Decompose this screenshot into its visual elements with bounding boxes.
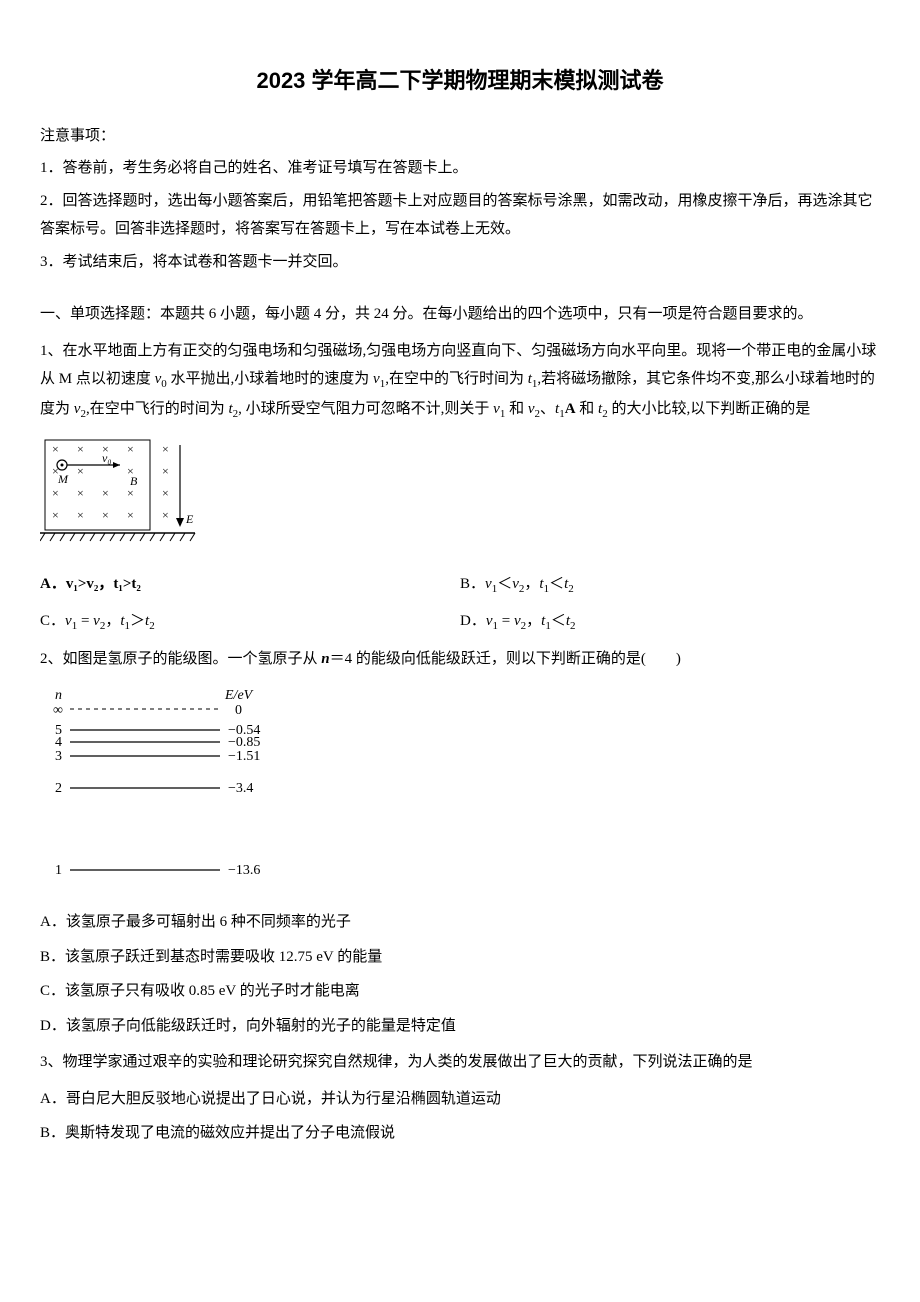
svg-text:×: ×: [77, 442, 84, 456]
q1-mid2: ,在空中的飞行时间为: [385, 371, 528, 387]
instruction-3: 3．考试结束后，将本试卷和答题卡一并交回。: [40, 248, 880, 277]
q1-optB-prefix: B．: [460, 576, 485, 592]
level-2-n: 2: [55, 781, 62, 796]
level-2-e: −3.4: [228, 781, 253, 796]
svg-text:×: ×: [52, 486, 59, 500]
level-1-n: 1: [55, 863, 62, 878]
q1-v2b: v: [528, 401, 535, 417]
q2-option-a: A．该氢原子最多可辐射出 6 种不同频率的光子: [40, 908, 880, 937]
svg-text:×: ×: [162, 486, 169, 500]
q1-mid7: 、: [540, 401, 555, 417]
notes-label: 注意事项：: [40, 122, 880, 151]
level-4-e: −0.85: [228, 735, 260, 750]
q1-option-b: B．v1＜v2，t1＜t2: [460, 570, 880, 600]
q1-mid4: ,在空中飞行的时间为: [86, 401, 229, 417]
svg-text:×: ×: [127, 486, 134, 500]
zero-label: 0: [235, 703, 242, 718]
q1-option-a: A．v₁>v₂，t₁>t₂: [40, 570, 460, 600]
q2-option-d: D．该氢原子向低能级跃迁时，向外辐射的光子的能量是特定值: [40, 1012, 880, 1041]
level-3-n: 3: [55, 749, 62, 764]
v0-label: v₀: [102, 451, 112, 465]
E-label: E: [185, 512, 194, 526]
q1-option-c: C．v1 = v2，t1＞t2: [40, 607, 460, 637]
q3-option-b: B．奥斯特发现了电流的磁效应并提出了分子电流假说: [40, 1119, 880, 1148]
q1-tail: 的大小比较,以下判断正确的是: [608, 401, 811, 417]
q1-options-row2: C．v1 = v2，t1＞t2 D．v1 = v2，t1＜t2: [40, 607, 880, 637]
ev-label: E/eV: [224, 688, 254, 703]
svg-text:×: ×: [52, 442, 59, 456]
question-3: 3、物理学家通过艰辛的实验和理论研究探究自然规律，为人类的发展做出了巨大的贡献，…: [40, 1048, 880, 1077]
q2-prefix: 2、如图是氢原子的能级图。一个氢原子从: [40, 651, 321, 667]
q1-mid5: , 小球所受空气阻力可忽略不计,则关于: [238, 401, 493, 417]
svg-text:×: ×: [127, 508, 134, 522]
section-1-heading: 一、单项选择题：本题共 6 小题，每小题 4 分，共 24 分。在每小题给出的四…: [40, 300, 880, 329]
q1-mid8: 和: [576, 401, 599, 417]
q1-diagram: ××××× ×××× ××××× ××××× M v₀ B E: [40, 435, 880, 556]
q3-option-a: A．哥白尼大胆反驳地心说提出了日心说，并认为行星沿椭圆轨道运动: [40, 1085, 880, 1114]
q2-option-c: C．该氢原子只有吸收 0.85 eV 的光子时才能电离: [40, 977, 880, 1006]
q1-A: A: [565, 401, 576, 417]
q1-v1b: v: [493, 401, 500, 417]
B-label: B: [130, 474, 138, 488]
svg-text:×: ×: [77, 486, 84, 500]
svg-text:×: ×: [127, 442, 134, 456]
M-label: M: [57, 472, 69, 486]
svg-text:×: ×: [102, 486, 109, 500]
svg-text:×: ×: [52, 508, 59, 522]
svg-text:×: ×: [162, 442, 169, 456]
n-axis-label: n: [55, 688, 62, 703]
q1-optA-text: A．v₁>v₂，t₁>t₂: [40, 576, 141, 592]
q2-n: n: [321, 651, 329, 667]
question-1: 1、在水平地面上方有正交的匀强电场和匀强磁场,匀强电场方向竖直向下、匀强磁场方向…: [40, 337, 880, 425]
level-3-e: −1.51: [228, 749, 260, 764]
level-4-n: 4: [55, 735, 62, 750]
q1-optD-prefix: D．: [460, 613, 486, 629]
q2-option-b: B．该氢原子跃迁到基态时需要吸收 12.75 eV 的能量: [40, 943, 880, 972]
q1-mid1: 水平抛出,小球着地时的速度为: [167, 371, 373, 387]
q1-v1: v: [373, 371, 380, 387]
q1-option-d: D．v1 = v2，t1＜t2: [460, 607, 880, 637]
instruction-1: 1．答卷前，考生务必将自己的姓名、准考证号填写在答题卡上。: [40, 154, 880, 183]
inf-label: ∞: [53, 703, 63, 718]
svg-text:×: ×: [162, 508, 169, 522]
svg-text:×: ×: [162, 464, 169, 478]
energy-level-svg: n ∞ E/eV 0 5 −0.54 4 −0.85 3 −1.51 2 −3.…: [40, 684, 300, 884]
q1-options-row1: A．v₁>v₂，t₁>t₂ B．v1＜v2，t1＜t2: [40, 570, 880, 600]
question-2: 2、如图是氢原子的能级图。一个氢原子从 n＝4 的能级向低能级跃迁，则以下判断正…: [40, 645, 880, 674]
q2-mid: ＝4 的能级向低能级跃迁，则以下判断正确的是( ): [330, 651, 681, 667]
instruction-2: 2．回答选择题时，选出每小题答案后，用铅笔把答题卡上对应题目的答案标号涂黑，如需…: [40, 187, 880, 244]
level-1-e: −13.6: [228, 863, 260, 878]
svg-text:×: ×: [77, 464, 84, 478]
q2-energy-diagram: n ∞ E/eV 0 5 −0.54 4 −0.85 3 −1.51 2 −3.…: [40, 684, 880, 895]
svg-text:×: ×: [77, 508, 84, 522]
q1-mid6: 和: [505, 401, 528, 417]
q1-text: 1、在水平地面上方有正交的匀强电场和匀强磁场,匀强电场方向竖直向下、匀强磁场方向…: [40, 343, 876, 417]
svg-text:×: ×: [102, 508, 109, 522]
page-title: 2023 学年高二下学期物理期末模拟测试卷: [40, 60, 880, 102]
field-diagram-svg: ××××× ×××× ××××× ××××× M v₀ B E: [40, 435, 200, 545]
q1-optC-prefix: C．: [40, 613, 65, 629]
